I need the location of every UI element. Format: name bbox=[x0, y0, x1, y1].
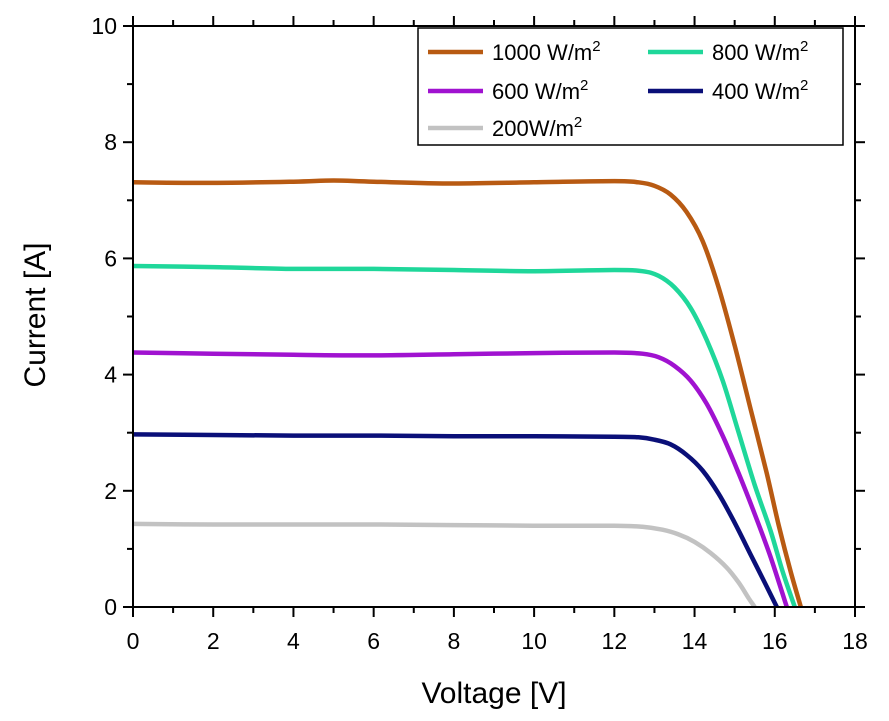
x-tick-label: 18 bbox=[842, 628, 868, 654]
y-tick-label: 2 bbox=[104, 478, 117, 504]
y-tick-label: 4 bbox=[104, 362, 117, 388]
x-tick-label: 16 bbox=[762, 628, 788, 654]
legend-label-4: 400 W/m2 bbox=[712, 77, 808, 104]
x-tick-label: 4 bbox=[287, 628, 300, 654]
legend-label-5: 200W/m2 bbox=[492, 114, 582, 141]
legend: 1000 W/m2 800 W/m2 600 W/m2 400 W/m2 200W/m2 bbox=[418, 28, 843, 145]
legend-label-1: 1000 W/m2 bbox=[492, 38, 601, 65]
series-line-5 bbox=[133, 524, 755, 607]
x-axis-title: Voltage [V] bbox=[421, 677, 566, 710]
legend-label-3: 600 W/m2 bbox=[492, 77, 588, 104]
legend-label-2: 800 W/m2 bbox=[712, 38, 808, 65]
series-line-3 bbox=[133, 352, 787, 607]
y-tick-label: 8 bbox=[104, 129, 117, 155]
y-tick-label: 10 bbox=[91, 13, 117, 39]
y-tick-label: 0 bbox=[104, 594, 117, 620]
plot-lines bbox=[133, 181, 801, 608]
x-tick-label: 8 bbox=[447, 628, 460, 654]
x-tick-label: 14 bbox=[682, 628, 708, 654]
y-axis-title: Current [A] bbox=[19, 242, 52, 387]
x-tick-label: 6 bbox=[367, 628, 380, 654]
x-tick-label: 12 bbox=[602, 628, 628, 654]
iv-curve-chart: 0 2 4 6 8 10 12 14 16 18 0 2 4 6 8 10 Voltage [V] Curre… bbox=[0, 0, 889, 721]
x-tick-label: 10 bbox=[521, 628, 547, 654]
y-tick-label: 6 bbox=[104, 245, 117, 271]
series-line-4 bbox=[133, 434, 777, 607]
x-tick-label: 0 bbox=[127, 628, 140, 654]
x-tick-label: 2 bbox=[207, 628, 220, 654]
